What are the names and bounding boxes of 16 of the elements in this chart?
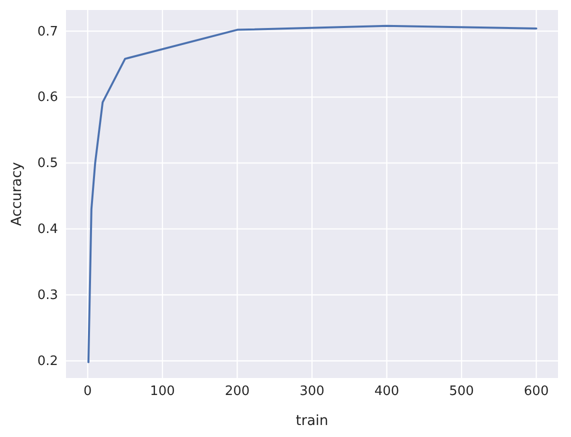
y-tick-label: 0.3: [37, 288, 58, 304]
y-tick-label: 0.7: [37, 24, 58, 40]
x-axis-title: train: [296, 413, 328, 429]
y-tick-label: 0.4: [37, 222, 58, 238]
x-tick-label: 100: [150, 384, 175, 400]
y-axis-title: Accuracy: [9, 162, 25, 226]
x-tick-label: 400: [374, 384, 400, 400]
y-tick-label: 0.2: [37, 354, 58, 370]
x-tick-label: 300: [300, 384, 324, 400]
x-tick-label: 500: [449, 384, 474, 400]
x-tick-label: 0: [84, 384, 92, 400]
x-tick-label: 200: [224, 384, 250, 400]
x-tick-label: 600: [524, 384, 549, 400]
y-tick-label: 0.6: [37, 90, 58, 106]
line-series: [87, 24, 538, 364]
y-tick-label: 0.5: [37, 156, 58, 172]
